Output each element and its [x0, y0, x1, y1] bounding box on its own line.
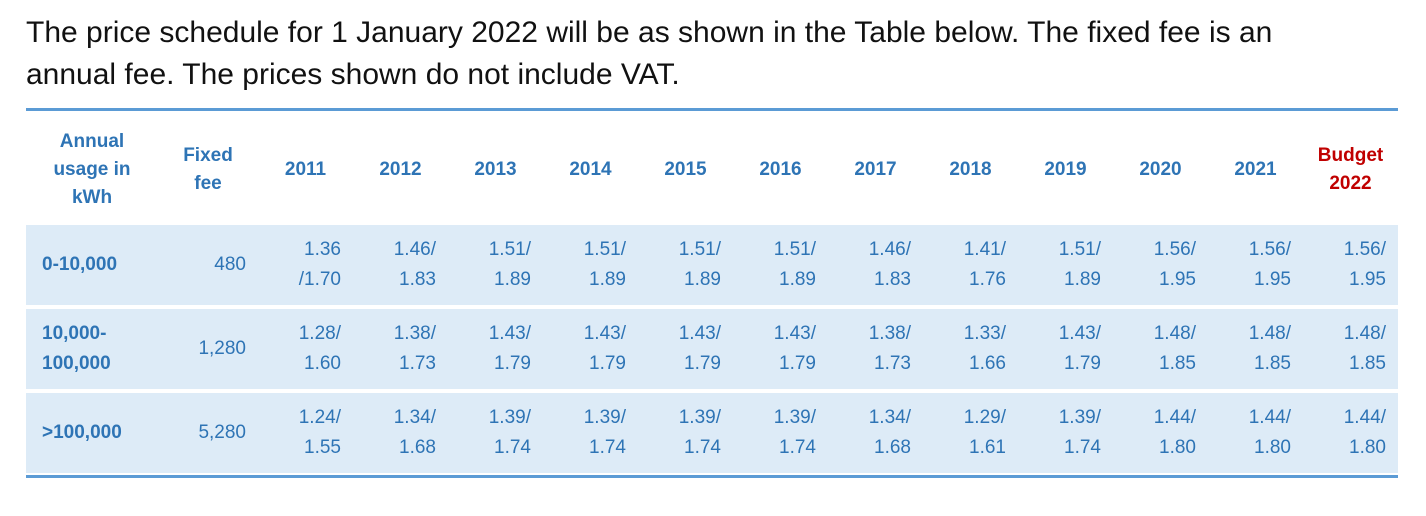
- row-spacer-cell: [26, 305, 1398, 309]
- price-cell: 1.24/1.55: [258, 393, 353, 473]
- header-year: 2019: [1044, 159, 1087, 180]
- price-cell: 1.43/1.79: [543, 309, 638, 389]
- row-spacer: [26, 305, 1398, 309]
- fixed-fee-cell: 1,280: [158, 309, 258, 389]
- table-top-rule: [26, 108, 1398, 111]
- price-cell: 1.39/1.74: [543, 393, 638, 473]
- price-cell: 1.43/1.79: [733, 309, 828, 389]
- row-spacer-cell: [26, 389, 1398, 393]
- price-cell: 1.29/1.61: [923, 393, 1018, 473]
- price-cell: 1.39/1.74: [1018, 393, 1113, 473]
- budget-price-cell: 1.44/1.80: [1303, 393, 1398, 473]
- header-year: 2020: [1139, 159, 1182, 180]
- price-cell: 1.51/1.89: [733, 225, 828, 305]
- price-cell: 1.41/1.76: [923, 225, 1018, 305]
- usage-band-cell: 0-10,000: [26, 225, 158, 305]
- price-cell: 1.36/1.70: [258, 225, 353, 305]
- table-row: 10,000- 100,000 1,280 1.28/1.60 1.38/1.73 1.4…: [26, 309, 1398, 389]
- usage-band-cell: 10,000- 100,000: [26, 309, 158, 389]
- price-cell: 1.48/1.85: [1208, 309, 1303, 389]
- usage-band-cell: >100,000: [26, 393, 158, 473]
- header-year: 2016: [759, 159, 802, 180]
- price-cell: 1.34/1.68: [353, 393, 448, 473]
- budget-price-cell: 1.48/1.85: [1303, 309, 1398, 389]
- intro-line-1: The price schedule for 1 January 2022 wi…: [26, 16, 1273, 49]
- price-cell: 1.33/1.66: [923, 309, 1018, 389]
- row-spacer: [26, 389, 1398, 393]
- table-row: >100,000 5,280 1.24/1.55 1.34/1.68 1.39/1.74…: [26, 393, 1398, 473]
- price-cell: 1.51/1.89: [543, 225, 638, 305]
- table-header-row: Annual usage in kWh Fixed fee 2011 2012 …: [26, 115, 1398, 225]
- header-year: 2014: [569, 159, 612, 180]
- price-cell: 1.39/1.74: [638, 393, 733, 473]
- header-annual-usage: Annual usage in kWh: [53, 131, 131, 208]
- price-cell: 1.51/1.89: [638, 225, 733, 305]
- price-cell: 1.43/1.79: [448, 309, 543, 389]
- intro-paragraph: The price schedule for 1 January 2022 wi…: [26, 12, 1406, 96]
- price-cell: 1.44/1.80: [1208, 393, 1303, 473]
- price-cell: 1.56/1.95: [1208, 225, 1303, 305]
- price-cell: 1.34/1.68: [828, 393, 923, 473]
- price-cell: 1.48/1.85: [1113, 309, 1208, 389]
- price-cell: 1.51/1.89: [448, 225, 543, 305]
- price-cell: 1.38/1.73: [828, 309, 923, 389]
- fixed-fee-cell: 5,280: [158, 393, 258, 473]
- header-year: 2018: [949, 159, 992, 180]
- header-year: 2015: [664, 159, 707, 180]
- header-year: 2021: [1234, 159, 1277, 180]
- price-cell: 1.44/1.80: [1113, 393, 1208, 473]
- price-cell: 1.39/1.74: [448, 393, 543, 473]
- header-year: 2013: [474, 159, 517, 180]
- price-cell: 1.46/1.83: [828, 225, 923, 305]
- table-bottom-rule: [26, 475, 1398, 478]
- price-cell: 1.43/1.79: [638, 309, 733, 389]
- price-cell: 1.51/1.89: [1018, 225, 1113, 305]
- header-budget-2022: Budget 2022: [1317, 145, 1384, 194]
- price-cell: 1.46/1.83: [353, 225, 448, 305]
- price-schedule-table: Annual usage in kWh Fixed fee 2011 2012 …: [26, 115, 1398, 473]
- price-cell: 1.43/1.79: [1018, 309, 1113, 389]
- header-year: 2012: [379, 159, 422, 180]
- header-fixed-fee: Fixed fee: [183, 145, 233, 194]
- price-cell: 1.28/1.60: [258, 309, 353, 389]
- header-year: 2017: [854, 159, 897, 180]
- fixed-fee-cell: 480: [158, 225, 258, 305]
- price-cell: 1.38/1.73: [353, 309, 448, 389]
- header-year: 2011: [284, 159, 327, 180]
- table-row: 0-10,000 480 1.36/1.70 1.46/1.83 1.51/1.89 1.…: [26, 225, 1398, 305]
- price-cell: 1.39/1.74: [733, 393, 828, 473]
- budget-price-cell: 1.56/1.95: [1303, 225, 1398, 305]
- intro-line-2: annual fee. The prices shown do not incl…: [26, 58, 680, 91]
- price-cell: 1.56/1.95: [1113, 225, 1208, 305]
